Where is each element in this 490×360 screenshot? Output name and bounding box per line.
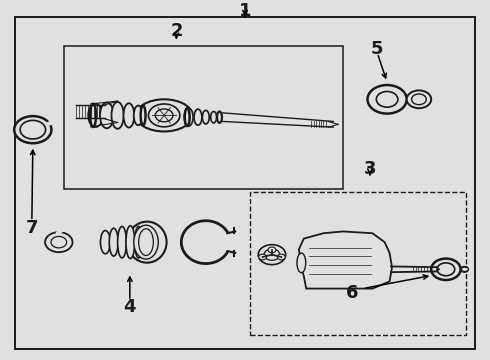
Ellipse shape [141,105,146,125]
Circle shape [437,263,455,276]
Ellipse shape [127,222,167,263]
Bar [250,192,466,335]
Text: 5: 5 [371,40,384,58]
Ellipse shape [139,229,153,256]
Ellipse shape [134,225,158,259]
Text: 6: 6 [345,284,358,302]
Ellipse shape [185,108,190,126]
Ellipse shape [118,226,126,258]
Circle shape [20,120,46,139]
Circle shape [51,237,67,248]
Polygon shape [299,231,392,289]
Ellipse shape [111,102,123,129]
Circle shape [368,85,407,114]
Circle shape [412,94,426,105]
Ellipse shape [134,105,143,125]
Text: 1: 1 [239,2,251,20]
Circle shape [14,116,51,143]
Ellipse shape [90,104,96,127]
Ellipse shape [123,103,134,127]
Circle shape [148,104,180,127]
Ellipse shape [136,99,193,131]
Circle shape [259,254,267,260]
Bar [64,46,343,189]
Circle shape [155,109,173,122]
Text: 7: 7 [25,219,38,237]
Ellipse shape [202,111,209,124]
Text: 3: 3 [364,160,376,178]
Circle shape [277,254,285,260]
Circle shape [45,232,73,252]
Ellipse shape [109,228,118,256]
Circle shape [268,247,276,253]
Ellipse shape [194,109,202,125]
Circle shape [376,91,398,107]
Ellipse shape [88,104,103,127]
Circle shape [461,266,468,272]
Text: 2: 2 [170,22,183,40]
Ellipse shape [100,103,114,128]
Ellipse shape [184,108,193,126]
Circle shape [431,258,461,280]
Ellipse shape [211,112,217,123]
Ellipse shape [217,112,222,123]
Ellipse shape [297,253,306,273]
Ellipse shape [135,226,143,258]
Circle shape [407,90,431,108]
Circle shape [264,249,280,260]
Ellipse shape [126,226,135,258]
Ellipse shape [100,230,110,254]
Text: 4: 4 [123,298,136,316]
Circle shape [258,245,286,265]
